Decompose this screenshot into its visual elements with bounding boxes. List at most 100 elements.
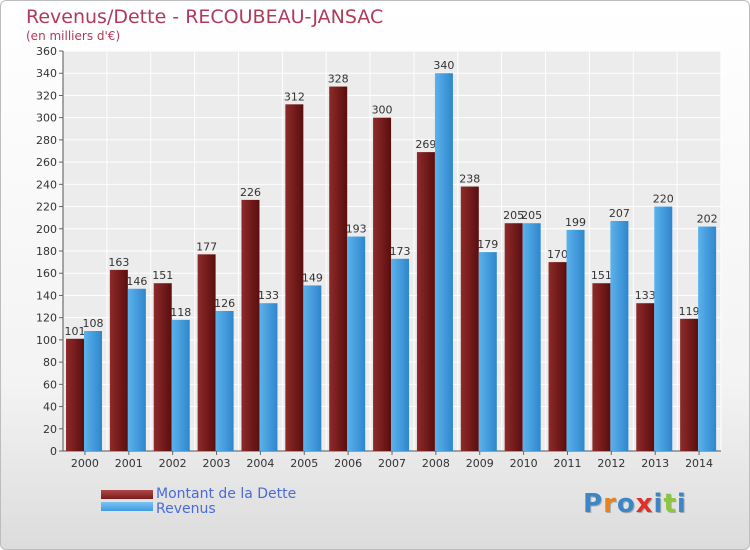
bar-dette-2014	[680, 318, 699, 451]
bar-revenus-2007	[391, 258, 410, 451]
data-label-revenus-2011: 199	[565, 216, 586, 229]
x-tick-label-2012: 2012	[597, 457, 625, 470]
legend-swatch-dette	[101, 490, 153, 499]
data-label-revenus-2009: 179	[477, 238, 498, 251]
data-label-revenus-2004: 133	[258, 289, 279, 302]
x-tick-label-2003: 2003	[203, 457, 231, 470]
chart-subtitle: (en milliers d'€)	[26, 29, 121, 43]
x-tick-label-2007: 2007	[378, 457, 406, 470]
chart-title: Revenus/Dette - RECOUBEAU-JANSAC	[26, 6, 384, 28]
bar-revenus-2001	[127, 288, 146, 451]
bar-dette-2011	[548, 262, 567, 451]
data-label-revenus-2002: 118	[170, 306, 191, 319]
x-tick-label-2000: 2000	[71, 457, 99, 470]
x-tick-label-2013: 2013	[641, 457, 669, 470]
data-label-dette-2006: 328	[328, 73, 349, 86]
bar-revenus-2000	[84, 331, 102, 451]
y-tick-label: 300	[36, 112, 57, 125]
data-label-dette-2004: 226	[240, 186, 261, 199]
data-label-dette-2007: 300	[372, 104, 393, 117]
y-tick-label: 200	[36, 223, 57, 236]
data-label-revenus-2014: 202	[697, 213, 718, 226]
bar-revenus-2004	[259, 303, 278, 451]
bar-revenus-2010	[522, 223, 541, 451]
bar-dette-2006	[329, 86, 348, 452]
bar-revenus-2013	[654, 206, 673, 451]
y-tick-label: 160	[36, 267, 57, 280]
data-label-dette-2000: 101	[65, 325, 86, 338]
legend-swatch-revenus	[101, 502, 153, 511]
x-tick-label-2008: 2008	[422, 457, 450, 470]
x-tick-label-2005: 2005	[290, 457, 318, 470]
legend-label-revenus: Revenus	[156, 501, 216, 517]
data-label-dette-2012: 151	[591, 269, 612, 282]
bar-revenus-2008	[434, 73, 453, 451]
bar-dette-2004	[241, 199, 260, 451]
data-label-revenus-2012: 207	[609, 207, 630, 220]
y-tick-label: 240	[36, 178, 57, 191]
y-tick-label: 260	[36, 156, 57, 169]
bar-revenus-2006	[347, 236, 366, 451]
data-label-dette-2013: 133	[635, 289, 656, 302]
x-tick-label-2009: 2009	[466, 457, 494, 470]
bar-dette-2012	[592, 283, 611, 451]
data-label-dette-2001: 163	[108, 256, 129, 269]
x-tick-label-2004: 2004	[246, 457, 274, 470]
y-tick-label: 80	[43, 356, 57, 369]
data-label-revenus-2010: 205	[521, 209, 542, 222]
x-tick-label-2014: 2014	[685, 457, 713, 470]
bar-revenus-2012	[610, 221, 629, 451]
data-label-revenus-2006: 193	[346, 223, 367, 236]
bar-dette-2013	[636, 303, 655, 451]
y-tick-label: 120	[36, 312, 57, 325]
data-label-revenus-2000: 108	[83, 317, 104, 330]
y-tick-label: 20	[43, 423, 57, 436]
y-tick-label: 0	[50, 445, 57, 458]
bar-dette-2000	[66, 338, 84, 451]
bar-revenus-2002	[171, 319, 190, 451]
data-label-revenus-2001: 146	[126, 275, 147, 288]
bar-dette-2010	[504, 223, 523, 451]
y-tick-label: 40	[43, 401, 57, 414]
bar-dette-2001	[109, 269, 128, 451]
data-label-dette-2010: 205	[503, 209, 524, 222]
data-label-dette-2003: 177	[196, 240, 217, 253]
y-tick-label: 140	[36, 289, 57, 302]
data-label-dette-2014: 119	[679, 305, 700, 318]
bar-dette-2002	[153, 283, 172, 451]
bar-revenus-2003	[215, 311, 234, 451]
data-label-revenus-2013: 220	[653, 193, 674, 206]
y-tick-label: 340	[36, 67, 57, 80]
x-tick-label-2011: 2011	[553, 457, 581, 470]
bar-dette-2007	[373, 117, 392, 452]
data-label-revenus-2005: 149	[302, 271, 323, 284]
bar-dette-2005	[285, 104, 304, 451]
data-label-dette-2005: 312	[284, 90, 305, 103]
x-tick-label-2002: 2002	[159, 457, 187, 470]
bar-revenus-2005	[303, 285, 322, 451]
y-tick-label: 220	[36, 201, 57, 214]
bar-dette-2003	[197, 254, 216, 451]
x-tick-label-2010: 2010	[510, 457, 538, 470]
y-tick-label: 280	[36, 134, 57, 147]
data-label-dette-2011: 170	[547, 248, 568, 261]
x-tick-label-2006: 2006	[334, 457, 362, 470]
y-tick-label: 180	[36, 245, 57, 258]
y-tick-label: 60	[43, 378, 57, 391]
legend-label-dette: Montant de la Dette	[156, 486, 297, 502]
data-label-revenus-2007: 173	[390, 245, 411, 258]
x-tick-label-2001: 2001	[115, 457, 143, 470]
y-tick-label: 320	[36, 89, 57, 102]
data-label-dette-2008: 269	[415, 138, 436, 151]
data-label-revenus-2003: 126	[214, 297, 235, 310]
bar-dette-2009	[460, 186, 479, 452]
bar-dette-2008	[416, 152, 435, 451]
bar-revenus-2011	[566, 229, 585, 451]
y-tick-label: 100	[36, 334, 57, 347]
bar-revenus-2009	[478, 252, 497, 451]
data-label-revenus-2008: 340	[433, 59, 454, 72]
y-tick-label: 360	[36, 45, 57, 58]
data-label-dette-2002: 151	[152, 269, 173, 282]
